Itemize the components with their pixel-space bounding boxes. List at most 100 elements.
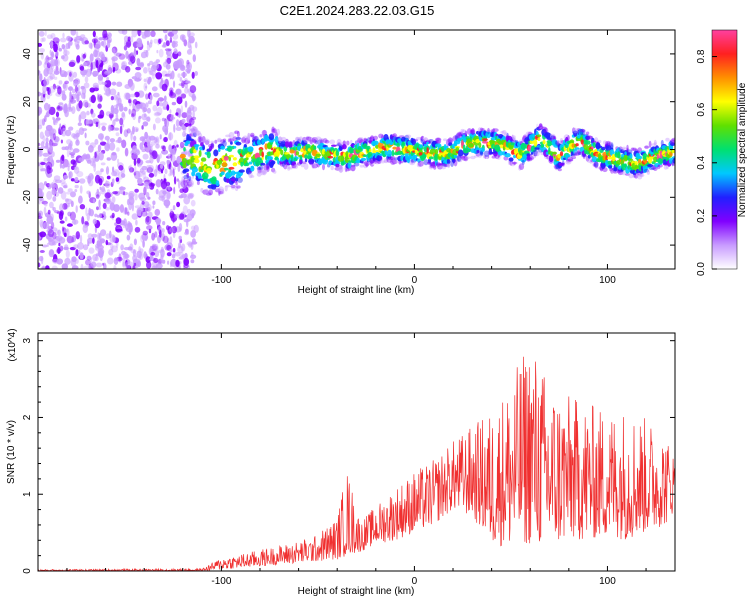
noise-blob bbox=[119, 117, 124, 126]
noise-blob bbox=[98, 37, 104, 41]
signal-blob bbox=[587, 154, 591, 159]
noise-blob bbox=[64, 80, 69, 85]
noise-blob bbox=[109, 215, 115, 219]
noise-blob bbox=[113, 169, 120, 177]
noise-blob bbox=[190, 37, 194, 44]
signal-blob bbox=[644, 145, 650, 149]
signal-blob bbox=[218, 190, 221, 196]
signal-blob bbox=[418, 152, 423, 156]
signal-blob bbox=[217, 186, 225, 194]
signal-blob bbox=[546, 132, 553, 141]
noise-blob bbox=[98, 199, 101, 208]
signal-blob bbox=[256, 139, 262, 146]
noise-blob bbox=[146, 167, 153, 173]
noise-blob bbox=[66, 223, 73, 227]
signal-blob bbox=[334, 166, 341, 171]
noise-blob bbox=[82, 224, 89, 233]
noise-blob bbox=[174, 252, 181, 257]
signal-blob bbox=[234, 186, 239, 192]
signal-blob bbox=[461, 140, 464, 147]
noise-blob bbox=[109, 142, 116, 151]
noise-blob bbox=[39, 231, 47, 238]
noise-blob bbox=[95, 170, 102, 177]
signal-blob bbox=[184, 180, 188, 186]
signal-blob bbox=[492, 128, 499, 133]
noise-blob bbox=[123, 45, 128, 51]
signal-blob bbox=[558, 139, 565, 143]
noise-blob bbox=[186, 176, 193, 183]
noise-blob bbox=[87, 241, 90, 247]
signal-blob bbox=[200, 161, 204, 167]
signal-blob bbox=[283, 164, 291, 169]
signal-blob bbox=[315, 140, 318, 145]
signal-blob bbox=[654, 163, 660, 168]
noise-blob bbox=[71, 88, 76, 94]
signal-blob bbox=[460, 128, 465, 133]
noise-blob bbox=[148, 135, 156, 141]
noise-blob bbox=[82, 100, 89, 107]
noise-blob bbox=[60, 190, 67, 200]
noise-blob bbox=[92, 160, 96, 168]
signal-blob bbox=[456, 132, 462, 137]
noise-blob bbox=[63, 185, 68, 189]
noise-blob bbox=[53, 175, 61, 181]
noise-blob bbox=[186, 172, 189, 178]
signal-blob bbox=[511, 134, 515, 142]
signal-blob bbox=[196, 180, 200, 186]
noise-blob bbox=[92, 198, 96, 204]
signal-blob bbox=[415, 136, 423, 140]
signal-blob bbox=[250, 132, 255, 138]
signal-blob bbox=[247, 139, 251, 144]
signal-blob bbox=[311, 137, 316, 141]
noise-blob bbox=[69, 211, 76, 221]
signal-blob bbox=[237, 177, 243, 183]
signal-blob bbox=[262, 129, 267, 136]
signal-blob bbox=[261, 151, 265, 158]
noise-blob bbox=[171, 225, 178, 234]
signal-blob bbox=[471, 127, 475, 133]
signal-blob bbox=[248, 171, 253, 179]
noise-blob bbox=[123, 106, 128, 112]
signal-blob bbox=[530, 152, 534, 155]
noise-blob bbox=[168, 173, 172, 177]
noise-blob bbox=[173, 186, 176, 195]
signal-blob bbox=[185, 182, 191, 186]
signal-blob bbox=[447, 137, 453, 144]
colorbar-gradient bbox=[711, 29, 738, 270]
signal-blob bbox=[309, 138, 314, 143]
signal-blob bbox=[580, 139, 584, 145]
noise-blob bbox=[189, 209, 196, 217]
signal-blob bbox=[233, 145, 237, 149]
noise-blob bbox=[121, 113, 126, 121]
signal-blob bbox=[204, 140, 210, 145]
signal-blob bbox=[538, 126, 543, 130]
signal-blob bbox=[208, 143, 214, 148]
noise-blob bbox=[80, 111, 87, 120]
noise-blob bbox=[103, 92, 110, 96]
noise-blob bbox=[151, 232, 156, 241]
noise-blob bbox=[81, 92, 86, 99]
noise-blob bbox=[152, 123, 156, 131]
signal-blob bbox=[487, 129, 490, 135]
noise-blob bbox=[102, 262, 105, 266]
signal-blob bbox=[270, 160, 276, 165]
signal-blob bbox=[256, 171, 262, 177]
noise-blob bbox=[178, 235, 182, 240]
noise-blob bbox=[156, 49, 159, 54]
noise-blob bbox=[147, 164, 155, 173]
signal-blob bbox=[653, 139, 657, 147]
signal-blob bbox=[669, 139, 675, 143]
noise-blob bbox=[130, 56, 135, 62]
signal-blob bbox=[302, 161, 307, 165]
signal-blob bbox=[193, 144, 200, 147]
signal-blob bbox=[342, 140, 346, 145]
noise-blob bbox=[151, 247, 157, 252]
noise-blob bbox=[147, 63, 151, 67]
noise-blob bbox=[118, 53, 126, 60]
noise-blob bbox=[191, 93, 196, 102]
signal-blob bbox=[422, 136, 426, 143]
signal-blob bbox=[305, 144, 311, 148]
noise-blob bbox=[70, 159, 76, 165]
noise-blob bbox=[125, 50, 129, 59]
noise-blob bbox=[161, 259, 166, 264]
